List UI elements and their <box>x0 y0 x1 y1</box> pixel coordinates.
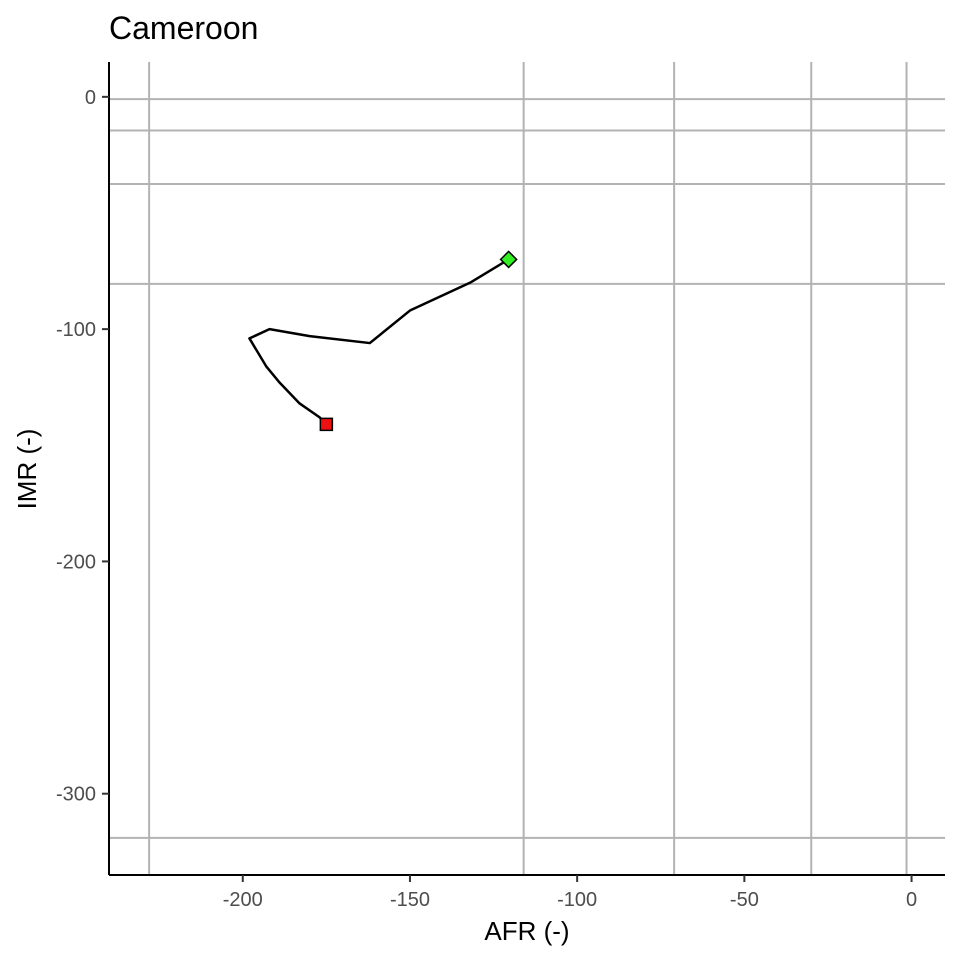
x-tick-label: -150 <box>390 889 430 911</box>
series-layer <box>248 258 510 426</box>
y-axis-title: IMR (-) <box>12 429 42 510</box>
y-tick-label: 0 <box>85 87 96 109</box>
x-ticks: -200 -150 -100 -50 0 <box>223 875 917 911</box>
start-marker <box>499 250 518 269</box>
axes <box>108 62 945 876</box>
marker-layer <box>319 250 518 432</box>
x-tick-label: -50 <box>730 889 759 911</box>
x-axis-title: AFR (-) <box>484 916 569 946</box>
reference-lines <box>109 62 945 875</box>
x-tick-label: -200 <box>223 889 263 911</box>
y-tick-label: -100 <box>56 319 96 341</box>
chart-title: Cameroon <box>109 10 258 46</box>
y-ticks: 0 -100 -200 -300 <box>56 87 109 806</box>
x-tick-label: -100 <box>557 889 597 911</box>
y-tick-label: -200 <box>56 551 96 573</box>
series-line <box>248 258 510 426</box>
x-tick-label: 0 <box>906 889 917 911</box>
y-tick-label: -300 <box>56 784 96 806</box>
end-marker <box>319 417 334 432</box>
